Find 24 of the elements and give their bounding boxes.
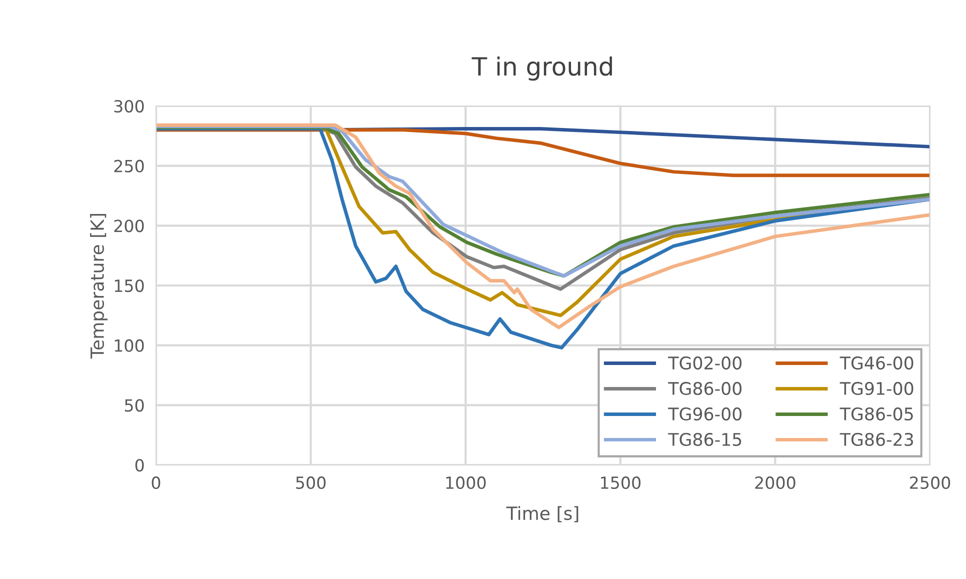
x-tick-label: 500 [296, 476, 326, 490]
y-tick-label: 0 [135, 458, 144, 472]
y-tick-label: 150 [114, 279, 144, 292]
y-tick-label: 300 [114, 100, 144, 113]
legend-label: TG02-00 [668, 356, 742, 370]
legend-label: TG86-05 [840, 407, 913, 421]
legend-label: TG86-00 [668, 382, 742, 396]
legend-label: TG86-23 [840, 432, 913, 446]
y-tick-label: 250 [114, 160, 144, 172]
x-axis-title: Time [s] [506, 506, 578, 522]
legend-label: TG86-15 [668, 432, 742, 446]
chart-title: T in ground [472, 56, 612, 81]
x-tick-label: 1500 [601, 476, 640, 490]
x-tick-label: 1000 [446, 476, 486, 490]
legend-label: TG91-00 [840, 382, 914, 396]
x-tick-label: 2000 [755, 476, 796, 490]
x-tick-label: 0 [152, 476, 160, 490]
x-tick-label: 2500 [910, 476, 950, 490]
y-axis-title: Temperature [K] [90, 214, 108, 359]
y-tick-label: 100 [114, 339, 144, 352]
y-tick-label: 50 [124, 399, 144, 412]
y-tick-label: 200 [114, 220, 144, 232]
legend-label: TG96-00 [668, 407, 742, 421]
legend-label: TG46-00 [840, 356, 914, 370]
